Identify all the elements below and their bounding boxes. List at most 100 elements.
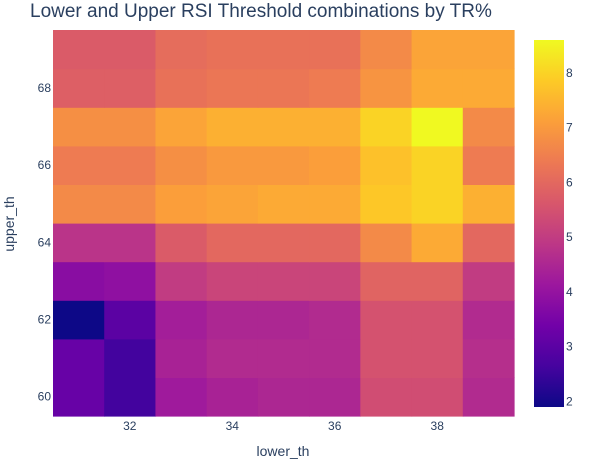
heatmap-cell — [360, 30, 413, 70]
heatmap-cell — [411, 184, 464, 224]
heatmap-cell — [206, 184, 259, 224]
heatmap-cell — [309, 377, 361, 417]
colorbar-tick-label: 6 — [566, 175, 573, 189]
heatmap-cell — [206, 107, 259, 147]
heatmap-cell — [411, 338, 464, 378]
heatmap-cell — [462, 300, 515, 340]
x-tick-label: 32 — [123, 419, 137, 433]
heatmap-cell — [155, 184, 208, 224]
heatmap-cell — [155, 300, 208, 340]
heatmap-cell — [257, 338, 310, 378]
heatmap-cell — [206, 68, 259, 108]
colorbar-tick-label: 2 — [566, 395, 573, 409]
heatmap-cell — [53, 107, 105, 147]
heatmap-cell — [104, 107, 157, 147]
heatmap-cell — [411, 30, 464, 70]
colorbar-tick-label: 8 — [566, 66, 573, 80]
y-tick-label: 64 — [38, 235, 52, 249]
heatmap-cell — [104, 68, 157, 108]
heatmap-cell — [360, 300, 413, 340]
heatmap-cell — [53, 223, 105, 263]
heatmap-cell — [411, 223, 464, 263]
heatmap-cell — [360, 145, 413, 185]
heatmap-cell — [155, 107, 208, 147]
heatmap-cell — [462, 145, 515, 185]
colorbar — [534, 40, 564, 407]
heatmap-cell — [462, 261, 515, 301]
y-axis-ticks: 60 62 64 66 68 — [38, 81, 52, 404]
heatmap-cell — [411, 300, 464, 340]
heatmap-cell — [257, 261, 310, 301]
heatmap-cell — [462, 338, 515, 378]
heatmap-cell — [155, 338, 208, 378]
heatmap-cell — [104, 223, 157, 263]
heatmap-cell — [257, 68, 310, 108]
chart-title: Lower and Upper RSI Threshold combinatio… — [30, 1, 492, 22]
colorbar-tick-label: 7 — [566, 121, 573, 135]
heatmap-cell — [104, 300, 157, 340]
heatmap-cell — [155, 30, 208, 70]
heatmap-cell — [53, 68, 105, 108]
heatmap-cell — [411, 107, 464, 147]
heatmap-cell — [360, 377, 413, 417]
y-tick-label: 68 — [38, 81, 52, 95]
heatmap-cell — [155, 145, 208, 185]
heatmap-cell — [206, 338, 259, 378]
heatmap-cell — [411, 261, 464, 301]
y-tick-label: 66 — [38, 158, 52, 172]
heatmap-cell — [257, 30, 310, 70]
heatmap-cell — [206, 377, 259, 417]
heatmap-cell — [104, 377, 157, 417]
heatmap-cell — [257, 184, 310, 224]
heatmap-cell — [360, 184, 413, 224]
heatmap-cell — [206, 223, 259, 263]
heatmap-cell — [206, 145, 259, 185]
heatmap-cell — [104, 261, 157, 301]
heatmap-cell — [360, 338, 413, 378]
heatmap-cell — [53, 377, 105, 417]
heatmap-cell — [360, 223, 413, 263]
y-tick-label: 62 — [38, 313, 52, 327]
heatmap-cell — [257, 223, 310, 263]
colorbar-tick-label: 3 — [566, 340, 573, 354]
heatmap-cell — [53, 145, 105, 185]
heatmap-cell — [206, 300, 259, 340]
colorbar-tick-label: 5 — [566, 230, 573, 244]
heatmap-cell — [257, 300, 310, 340]
heatmap-cell — [206, 261, 259, 301]
heatmap-cell — [462, 184, 515, 224]
heatmap-cell — [155, 377, 208, 417]
heatmap-cell — [53, 300, 105, 340]
heatmap-cell — [411, 68, 464, 108]
heatmap-cell — [411, 145, 464, 185]
heatmap-cell — [309, 30, 361, 70]
heatmap-cell — [257, 107, 310, 147]
y-tick-label: 60 — [38, 390, 52, 404]
heatmap-cell — [309, 145, 361, 185]
heatmap-cell — [53, 30, 105, 70]
heatmap-cell — [309, 300, 361, 340]
heatmap-cell — [309, 223, 361, 263]
heatmap-cell — [309, 261, 361, 301]
heatmap-cell — [104, 184, 157, 224]
heatmap-cell — [462, 30, 515, 70]
heatmap-cell — [462, 107, 515, 147]
heatmap-cell — [462, 223, 515, 263]
x-tick-label: 38 — [431, 419, 445, 433]
heatmap-cell — [155, 68, 208, 108]
heatmap-cell — [53, 338, 105, 378]
heatmap-cell — [53, 261, 105, 301]
heatmap-cell — [206, 30, 259, 70]
heatmap-cell — [462, 377, 515, 417]
x-axis-ticks: 32 34 36 38 — [123, 419, 444, 433]
heatmap-cell — [155, 261, 208, 301]
heatmap-cell — [309, 184, 361, 224]
heatmap-cell — [309, 68, 361, 108]
y-axis-title: upper_th — [1, 196, 17, 251]
heatmap-cell — [104, 30, 157, 70]
heatmap-cell — [257, 377, 310, 417]
x-axis-title: lower_th — [257, 443, 310, 459]
colorbar-tick-label: 4 — [566, 285, 573, 299]
heatmap-cell — [104, 338, 157, 378]
